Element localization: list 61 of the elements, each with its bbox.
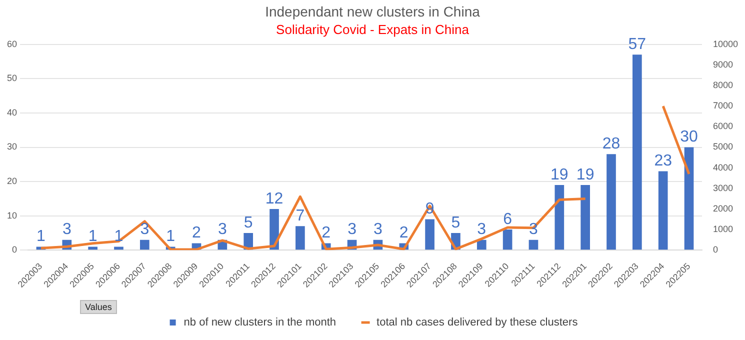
data-label: 12 [265,190,284,208]
bar [270,208,279,250]
y-tick-label: 20 [6,176,18,186]
data-label: 7 [296,208,305,225]
bar [425,219,434,250]
y-tick-label: 30 [6,142,18,152]
data-label: 3 [218,221,227,238]
bar [632,54,642,250]
y2-tick-label: 4000 [712,162,734,172]
bar [554,184,564,250]
chart-subtitle: Solidarity Covid - Expats in China [276,22,470,38]
text: Values [80,300,117,314]
bar [606,154,616,250]
bar [140,240,150,250]
data-label: 2 [322,224,331,242]
y2-tick-label: 2000 [712,203,734,214]
data-label: 3 [374,221,382,238]
bar [528,240,538,250]
y2-tick-label: 3000 [712,182,734,193]
data-label: 1 [166,228,176,246]
data-label: 19 [576,166,594,184]
y-tick-label: 60 [6,38,18,49]
y-tick-label: 10 [6,210,18,220]
y2-tick-label: 1000 [712,224,734,234]
data-label: 2 [192,224,202,242]
legend-label: nb of new clusters in the month [184,316,336,329]
data-label: 3 [348,221,357,238]
y2-tick-label: 0 [712,244,718,255]
data-label: 1 [88,228,98,246]
data-label: 57 [628,36,646,54]
data-label: 3 [477,221,486,238]
data-label: 30 [680,128,698,146]
bar [88,246,98,250]
data-label: 6 [503,210,512,228]
data-label: 23 [654,152,672,170]
bar [114,246,124,250]
y2-tick-label: 6000 [712,121,734,132]
data-label: 2 [399,224,408,242]
bar [658,171,668,250]
data-label: 3 [140,221,150,238]
data-label: 19 [550,166,568,184]
data-label: 1 [36,228,46,246]
y2-tick-label: 7000 [712,100,734,111]
y-tick-label: 0 [12,244,18,255]
y-tick-label: 40 [6,107,18,118]
y2-tick-label: 10000 [712,38,738,49]
bar [296,226,305,250]
y2-tick-label: 9000 [712,59,734,70]
bar [476,240,486,250]
bar [502,230,512,250]
y2-tick-label: 8000 [712,80,734,90]
data-label: 5 [244,214,253,232]
chart-title: Independant new clusters in China [265,3,480,20]
data-label: 5 [451,214,460,232]
y2-tick-label: 5000 [712,142,734,152]
data-label: 3 [62,221,72,238]
data-label: 28 [602,136,620,153]
y-tick-label: 50 [6,73,18,84]
legend-label: total nb cases delivered by these clusters [376,316,578,329]
bar [580,184,590,250]
bar [684,147,694,250]
